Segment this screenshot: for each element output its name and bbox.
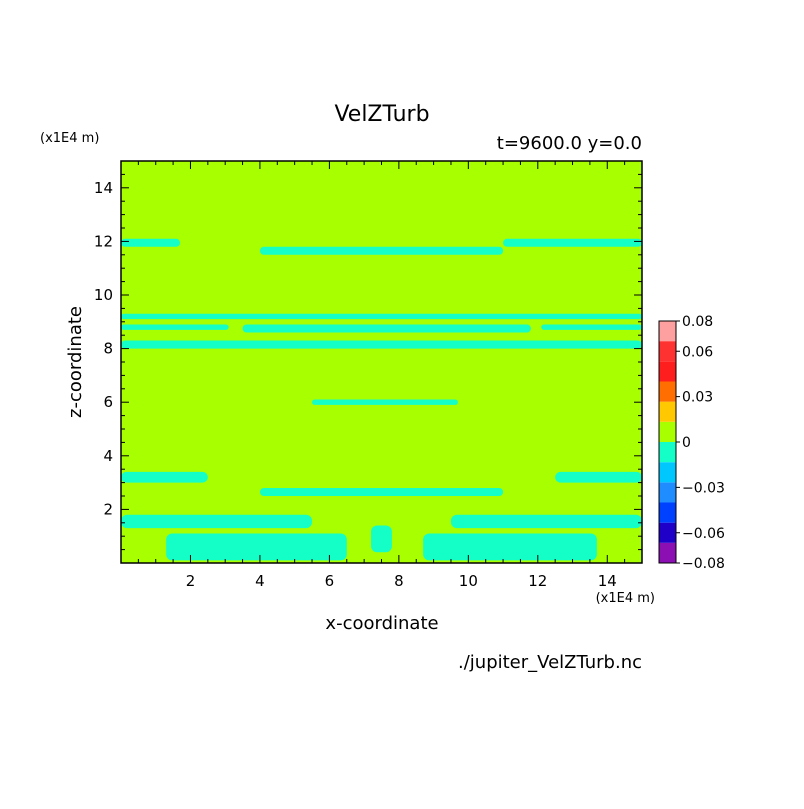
colorbar-swatch bbox=[659, 502, 676, 523]
heatmap-cell-15 bbox=[423, 533, 597, 561]
heatmap-cell-9 bbox=[121, 471, 208, 483]
x-tick-label: 12 bbox=[528, 572, 547, 590]
heatmap-field bbox=[121, 161, 642, 563]
colorbar-tick-label: −0.06 bbox=[682, 526, 725, 542]
y-tick-label: 4 bbox=[103, 447, 113, 465]
colorbar-swatch bbox=[659, 421, 676, 442]
heatmap-cell-4 bbox=[121, 324, 229, 330]
colorbar-swatch bbox=[659, 341, 676, 362]
colorbar-tick-label: 0.08 bbox=[682, 314, 713, 330]
colorbar-swatch bbox=[659, 482, 676, 503]
colorbar-tick-label: 0.06 bbox=[682, 344, 713, 360]
heatmap-cell-16 bbox=[371, 525, 392, 553]
chart-title: VelZTurb bbox=[334, 102, 429, 127]
x-tick-label: 10 bbox=[459, 572, 478, 590]
colorbar-tick-label: −0.08 bbox=[682, 556, 725, 572]
y-tick-label: 8 bbox=[103, 340, 113, 358]
heatmap-cell-1 bbox=[259, 246, 504, 255]
heatmap-cell-12 bbox=[121, 514, 313, 529]
colorbar-swatch bbox=[659, 522, 676, 543]
x-tick-label: 8 bbox=[394, 572, 404, 590]
colorbar-tick-label: −0.03 bbox=[682, 480, 725, 496]
colorbar-swatch bbox=[659, 361, 676, 382]
heatmap-cell-2 bbox=[503, 238, 642, 247]
heatmap-cell-6 bbox=[541, 324, 642, 330]
x-tick-label: 2 bbox=[186, 572, 196, 590]
colorbar-swatch bbox=[659, 462, 676, 483]
heatmap-cell-0 bbox=[121, 238, 181, 247]
colorbar-swatch bbox=[659, 321, 676, 342]
heatmap-cell-8 bbox=[312, 399, 458, 405]
colorbar-swatch bbox=[659, 401, 676, 422]
heatmap-cell-13 bbox=[450, 514, 642, 529]
heatmap-background bbox=[121, 161, 642, 563]
colorbar-swatch bbox=[659, 542, 676, 563]
chart-subtitle: t=9600.0 y=0.0 bbox=[497, 133, 642, 154]
heatmap-cell-5 bbox=[242, 324, 531, 333]
y-tick-label: 6 bbox=[103, 393, 113, 411]
y-scale-label: (x1E4 m) bbox=[40, 131, 99, 146]
x-tick-label: 4 bbox=[255, 572, 265, 590]
colorbar-swatch bbox=[659, 442, 676, 463]
x-axis-label: x-coordinate bbox=[325, 613, 438, 634]
heatmap-cell-14 bbox=[166, 533, 347, 561]
heatmap-cell-10 bbox=[555, 471, 642, 483]
y-tick-label: 12 bbox=[94, 232, 113, 250]
colorbar: 0.08 0.06 0.03 0 −0.03 −0.06 −0.08 bbox=[658, 314, 725, 572]
x-scale-label: (x1E4 m) bbox=[596, 591, 655, 606]
colorbar-tick-label: 0.03 bbox=[682, 390, 713, 406]
y-axis-label: z-coordinate bbox=[65, 306, 86, 418]
colorbar-tick-label: 0 bbox=[682, 435, 691, 451]
y-tick-label: 14 bbox=[94, 179, 113, 197]
heatmap-cell-3 bbox=[121, 313, 642, 320]
colorbar-swatch bbox=[659, 381, 676, 402]
heatmap-cell-7 bbox=[121, 340, 642, 349]
axes-group: 2 4 6 8 10 12 14 2 4 6 8 10 12 14 bbox=[94, 160, 643, 590]
x-tick-label: 6 bbox=[325, 572, 335, 590]
x-tick-label: 14 bbox=[598, 572, 617, 590]
source-file-label: ./jupiter_VelZTurb.nc bbox=[458, 652, 642, 673]
y-tick-label: 10 bbox=[94, 286, 113, 304]
heatmap-cell-11 bbox=[259, 487, 504, 496]
y-tick-label: 2 bbox=[103, 500, 113, 518]
